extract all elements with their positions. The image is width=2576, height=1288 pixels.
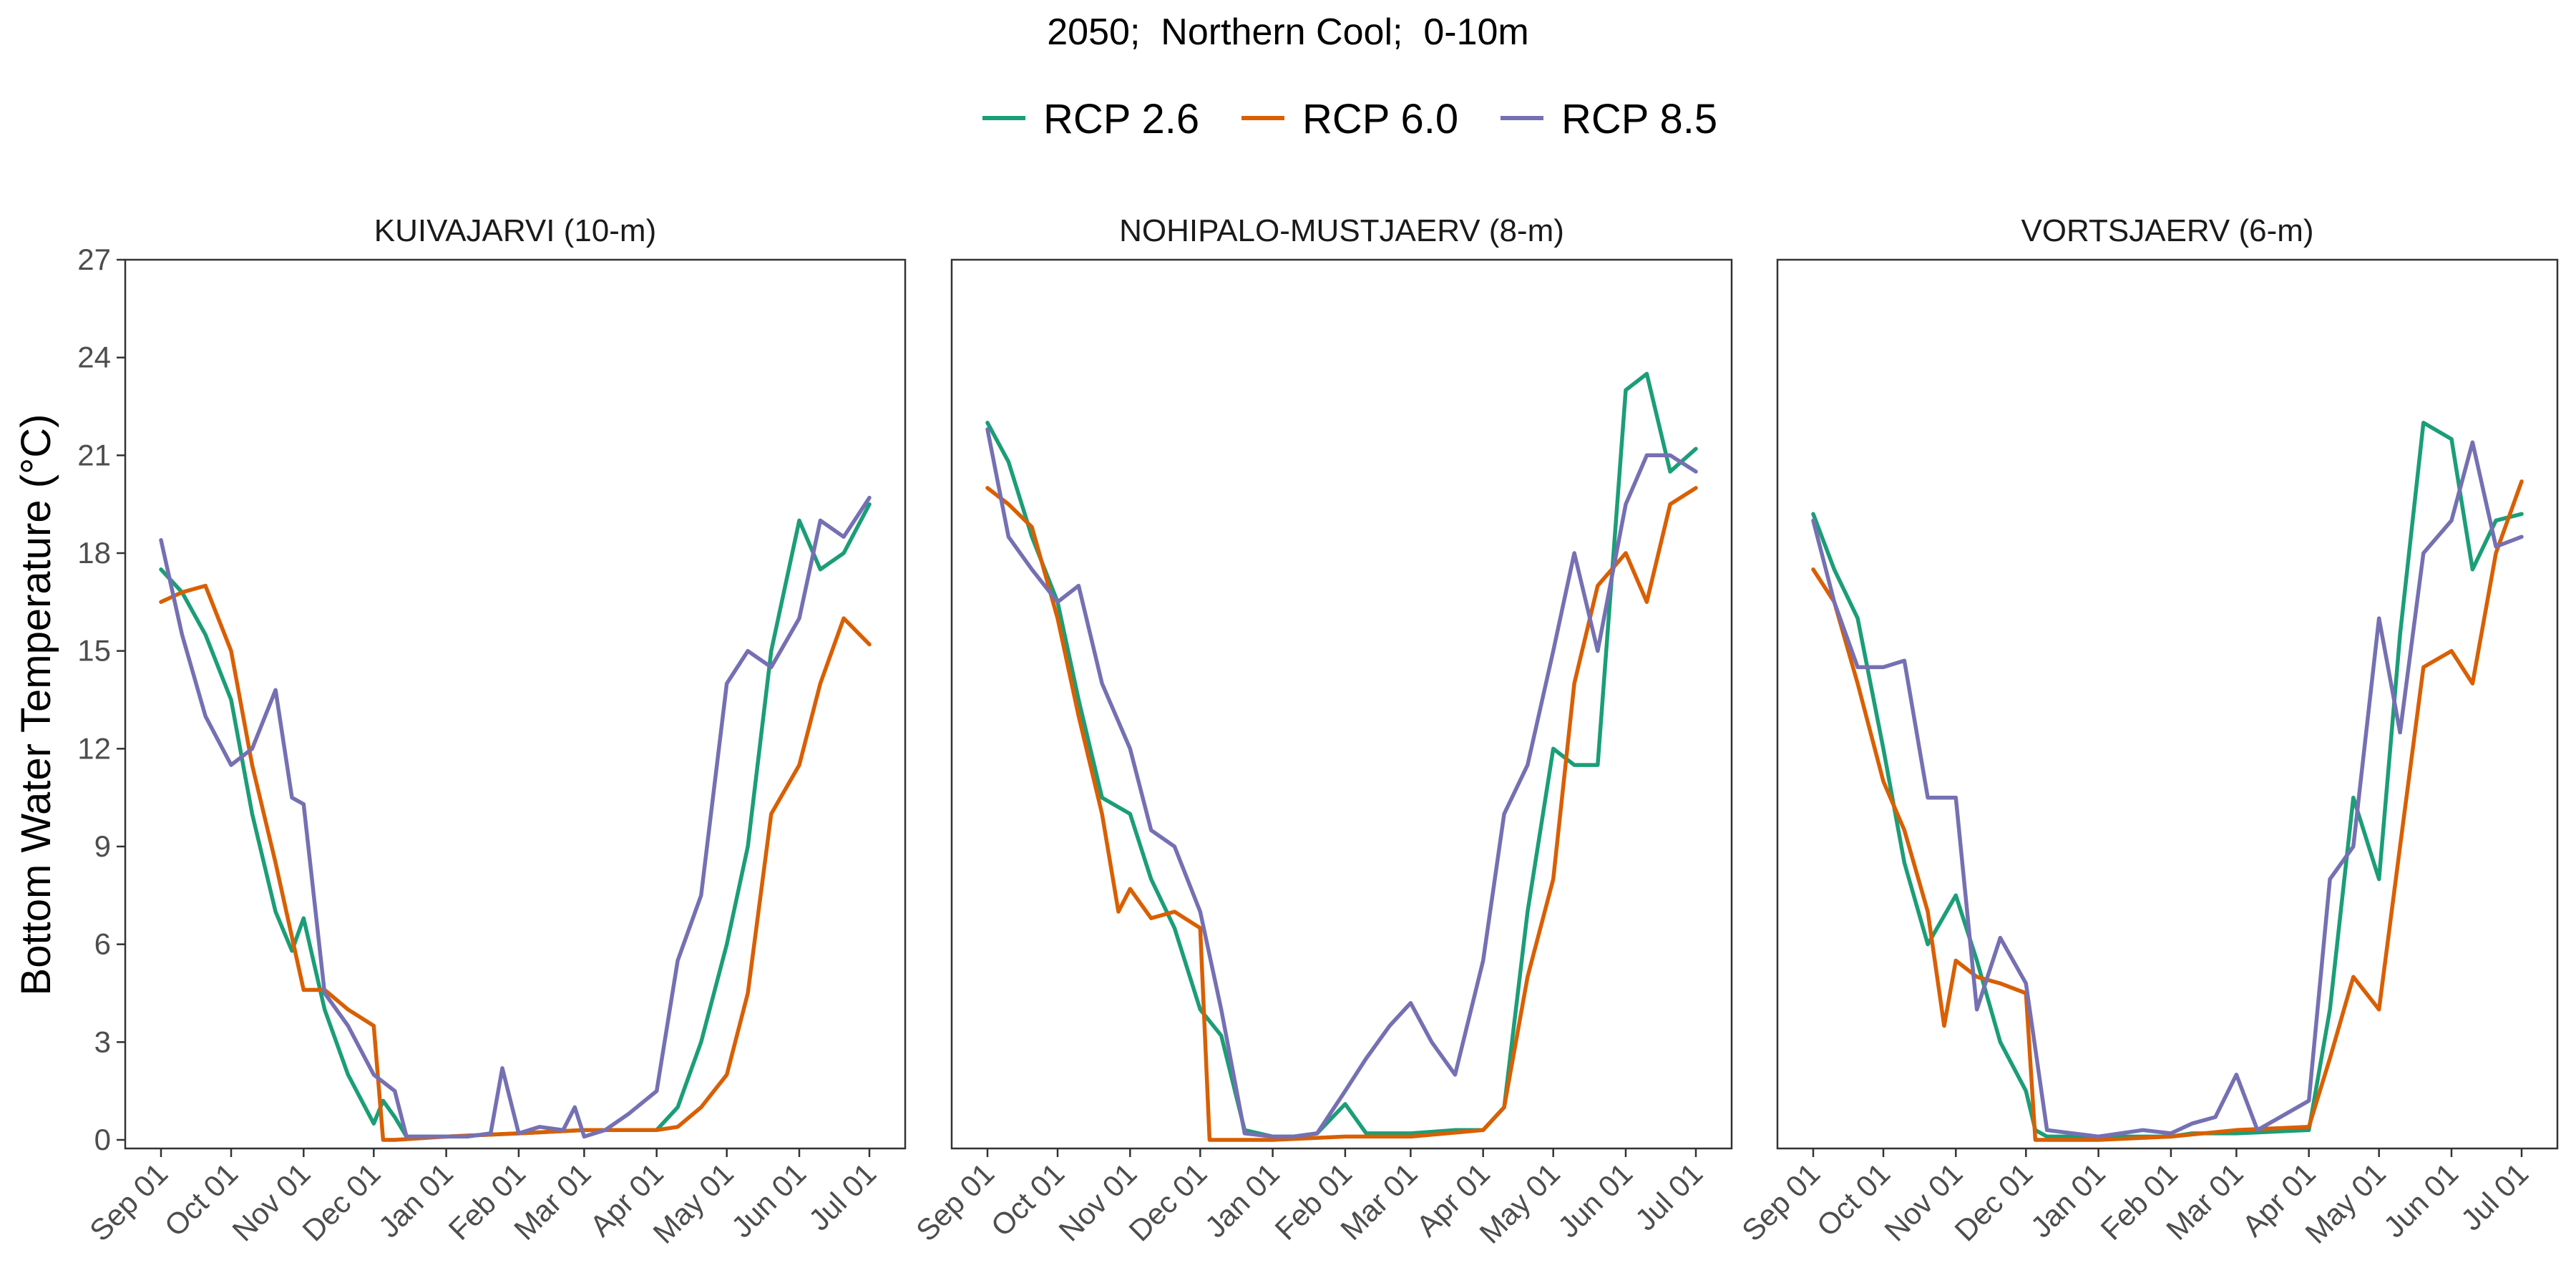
x-tick-label: Sep 01 — [1735, 1156, 1826, 1247]
x-tick-label: Jan 01 — [2024, 1156, 2112, 1244]
panel-frame — [1776, 258, 2559, 1150]
x-tick-label: Jan 01 — [1199, 1156, 1286, 1244]
x-tick-label: Nov 01 — [1052, 1156, 1143, 1247]
series-line-rcp-8-5 — [159, 495, 872, 1139]
panel-title: VORTSJAERV (6-m) — [2021, 213, 2313, 248]
x-tick-label: Dec 01 — [1122, 1156, 1213, 1247]
y-tick-label: 24 — [77, 341, 111, 374]
x-tick-label: May 01 — [1473, 1156, 1566, 1250]
x-tick-label: Nov 01 — [1878, 1156, 1968, 1247]
panel-title: NOHIPALO-MUSTJAERV (8-m) — [1119, 213, 1564, 248]
legend-label-rcp26: RCP 2.6 — [1043, 96, 1199, 142]
x-tick-label: Jul 01 — [1629, 1156, 1709, 1236]
x-tick-label: Jul 01 — [802, 1156, 882, 1236]
panel-frame — [950, 258, 1733, 1150]
y-tick-label: 12 — [77, 731, 111, 765]
panel-title: KUIVAJARVI (10-m) — [374, 213, 656, 248]
series-line-rcp-6-0 — [159, 583, 872, 1142]
series-line-rcp-8-5 — [1811, 440, 2524, 1139]
x-tick-label: Jul 01 — [2454, 1156, 2534, 1236]
y-tick-label: 9 — [94, 829, 111, 863]
legend-label-rcp60: RCP 6.0 — [1302, 96, 1458, 142]
x-tick-label: Jan 01 — [372, 1156, 459, 1244]
y-axis-label: Bottom Water Temperature (°C) — [13, 414, 59, 996]
series-line-rcp-2-6 — [985, 371, 1698, 1139]
legend-label-rcp85: RCP 8.5 — [1561, 96, 1717, 142]
x-tick-label: Jun 01 — [2377, 1156, 2464, 1244]
y-tick-label: 0 — [94, 1123, 111, 1156]
x-tick-label: Jun 01 — [725, 1156, 812, 1244]
x-tick-label: Sep 01 — [909, 1156, 1000, 1247]
x-tick-label: Dec 01 — [1948, 1156, 2039, 1247]
x-tick-label: Nov 01 — [225, 1156, 316, 1247]
legend: RCP 2.6 RCP 6.0 RCP 8.5 — [982, 96, 1717, 142]
series-line-rcp-8-5 — [985, 427, 1698, 1139]
y-tick-label: 15 — [77, 634, 111, 668]
series-line-rcp-6-0 — [1811, 479, 2524, 1142]
panel-frame — [124, 258, 907, 1150]
x-tick-label: Jun 01 — [1551, 1156, 1639, 1244]
chart-title: 2050; Northern Cool; 0-10m — [1047, 11, 1528, 53]
series-line-rcp-2-6 — [1811, 421, 2524, 1139]
series-line-rcp-6-0 — [985, 486, 1698, 1142]
x-tick-label: May 01 — [646, 1156, 740, 1250]
y-tick-label: 6 — [94, 927, 111, 961]
y-tick-label: 21 — [77, 438, 111, 472]
x-tick-label: May 01 — [2298, 1156, 2392, 1250]
y-tick-label: 3 — [94, 1025, 111, 1058]
y-tick-label: 27 — [77, 243, 111, 276]
x-tick-label: Dec 01 — [296, 1156, 386, 1247]
y-tick-label: 18 — [77, 536, 111, 570]
x-tick-label: Sep 01 — [83, 1156, 174, 1247]
